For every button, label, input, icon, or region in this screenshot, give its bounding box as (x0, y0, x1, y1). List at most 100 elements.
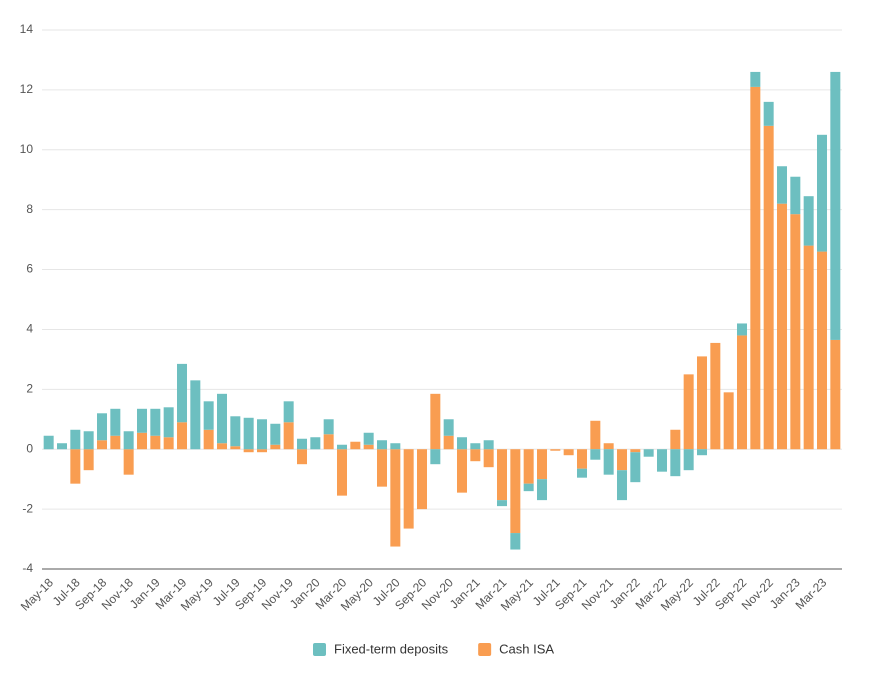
bar (323, 419, 334, 435)
bar (403, 449, 414, 529)
bar (470, 443, 481, 450)
bar (243, 417, 254, 450)
bar (163, 407, 174, 438)
y-tick-label: 10 (20, 142, 34, 156)
bar (497, 449, 507, 501)
bar (57, 443, 67, 450)
bar (563, 449, 574, 456)
bar (203, 429, 214, 450)
y-tick-label: 12 (20, 82, 34, 96)
bar (523, 483, 534, 492)
bar (177, 363, 187, 423)
bar (430, 393, 441, 450)
bar (737, 323, 747, 336)
bar (603, 443, 614, 450)
bar (790, 214, 801, 450)
bar (363, 432, 374, 445)
bar (163, 437, 174, 450)
bar (230, 446, 241, 450)
bar (377, 449, 387, 487)
legend-label: Cash ISA (499, 641, 554, 656)
bar (323, 434, 334, 450)
bar (257, 419, 267, 450)
bar (683, 374, 694, 450)
bar (430, 449, 441, 465)
bar (377, 440, 387, 450)
bar (683, 449, 694, 471)
bar (217, 393, 227, 444)
bar (697, 356, 707, 450)
bar (443, 419, 454, 436)
bar (750, 71, 761, 87)
bar (243, 449, 254, 453)
bar (590, 420, 601, 450)
bar (497, 500, 507, 507)
y-tick-label: 8 (26, 202, 33, 216)
y-tick-label: 4 (26, 322, 33, 336)
bar (777, 203, 787, 450)
bar (83, 431, 94, 450)
bar (617, 449, 627, 471)
bar (123, 431, 134, 450)
bar (70, 429, 81, 450)
bar (723, 392, 734, 450)
bar (817, 251, 827, 450)
bar (537, 479, 547, 501)
bar (97, 413, 107, 441)
bar (763, 101, 774, 126)
bar (443, 435, 454, 450)
bar (217, 443, 227, 450)
bar (137, 432, 147, 450)
bar (363, 444, 374, 450)
bar (230, 416, 241, 447)
bar (630, 452, 641, 483)
bar (670, 449, 681, 477)
bar (177, 422, 187, 450)
bar (83, 449, 94, 471)
bar (483, 449, 494, 468)
bar (510, 449, 521, 534)
bar (470, 449, 481, 462)
y-tick-label: 0 (26, 441, 33, 455)
bar (737, 335, 747, 450)
bar (577, 468, 587, 478)
bar (523, 449, 534, 484)
bar (777, 166, 787, 204)
bar (150, 435, 161, 450)
bar (710, 342, 721, 450)
bar (750, 86, 761, 450)
bar (670, 429, 681, 450)
bar (763, 125, 774, 450)
bar (510, 533, 521, 550)
bar (150, 408, 161, 436)
bar (203, 401, 214, 430)
x-tick-label: May-18 (18, 575, 56, 613)
bar (537, 449, 547, 480)
y-tick-label: -4 (22, 561, 33, 575)
bar (550, 449, 561, 451)
bar (457, 449, 467, 493)
bar (590, 449, 601, 460)
bar (483, 440, 494, 450)
bar (97, 440, 107, 450)
y-tick-label: 6 (26, 262, 33, 276)
bar (43, 435, 54, 450)
bar (137, 408, 147, 433)
y-tick-label: -2 (22, 501, 33, 515)
bar (297, 449, 307, 465)
bar (270, 423, 281, 445)
bar (257, 449, 267, 453)
bar (617, 470, 627, 501)
bar (70, 449, 81, 484)
bar (110, 435, 121, 450)
bar (630, 449, 641, 453)
bar (577, 449, 587, 469)
y-tick-label: 2 (26, 382, 33, 396)
bar (803, 245, 814, 450)
bar (803, 196, 814, 246)
bar (337, 444, 347, 450)
bar (283, 422, 294, 450)
bar (190, 380, 201, 450)
